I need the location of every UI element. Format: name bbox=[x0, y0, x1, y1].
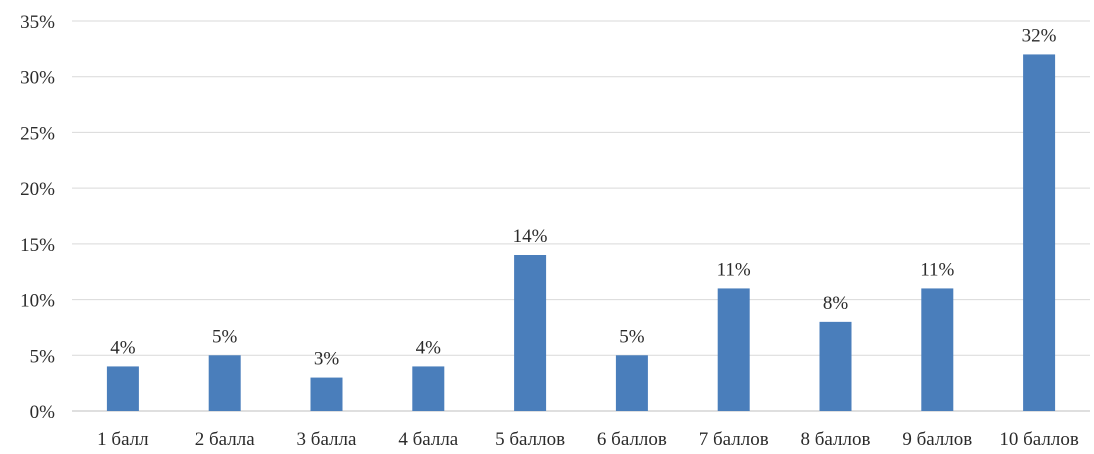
data-labels: 4% 5% 3% 4% 14% 5% 11% 8% 11% 32% bbox=[110, 25, 1056, 369]
bar bbox=[106, 366, 139, 411]
x-category-label: 3 балла bbox=[297, 429, 357, 450]
bars bbox=[106, 54, 1056, 412]
y-tick-label: 25% bbox=[20, 123, 55, 144]
y-tick-label: 5% bbox=[30, 346, 56, 367]
bar bbox=[208, 355, 241, 411]
x-category-label: 8 баллов bbox=[801, 429, 871, 450]
bar bbox=[615, 355, 648, 411]
data-label: 11% bbox=[920, 259, 954, 280]
data-label: 4% bbox=[416, 337, 442, 358]
y-tick-label: 35% bbox=[20, 12, 55, 33]
x-category-label: 1 балл bbox=[97, 429, 149, 450]
y-tick-label: 30% bbox=[20, 68, 55, 89]
y-tick-label: 0% bbox=[30, 402, 56, 423]
x-category-label: 2 балла bbox=[195, 429, 255, 450]
x-category-label: 6 баллов bbox=[597, 429, 667, 450]
y-tick-label: 10% bbox=[20, 291, 55, 312]
x-category-label: 7 баллов bbox=[699, 429, 769, 450]
x-category-label: 10 баллов bbox=[999, 429, 1078, 450]
x-category-label: 5 баллов bbox=[495, 429, 565, 450]
y-axis-tick-labels: 0% 5% 10% 15% 20% 25% 30% 35% bbox=[20, 12, 55, 423]
data-label: 3% bbox=[314, 349, 340, 370]
bar bbox=[412, 366, 445, 411]
data-label: 8% bbox=[823, 293, 849, 314]
bar bbox=[310, 377, 343, 411]
x-category-label: 9 баллов bbox=[902, 429, 972, 450]
bar bbox=[717, 288, 750, 411]
bar bbox=[921, 288, 954, 411]
data-label: 5% bbox=[619, 326, 645, 347]
gridlines bbox=[72, 20, 1090, 412]
data-label: 5% bbox=[212, 326, 238, 347]
data-label: 11% bbox=[717, 259, 751, 280]
y-tick-label: 15% bbox=[20, 235, 55, 256]
data-label: 32% bbox=[1022, 25, 1057, 46]
bar bbox=[1023, 54, 1056, 412]
data-label: 4% bbox=[110, 337, 136, 358]
x-category-label: 4 балла bbox=[398, 429, 458, 450]
bar bbox=[514, 255, 547, 411]
x-axis-category-labels: 1 балл 2 балла 3 балла 4 балла 5 баллов 6 бал… bbox=[97, 429, 1079, 450]
data-label: 14% bbox=[513, 226, 548, 247]
y-tick-label: 20% bbox=[20, 179, 55, 200]
bar bbox=[819, 321, 852, 411]
